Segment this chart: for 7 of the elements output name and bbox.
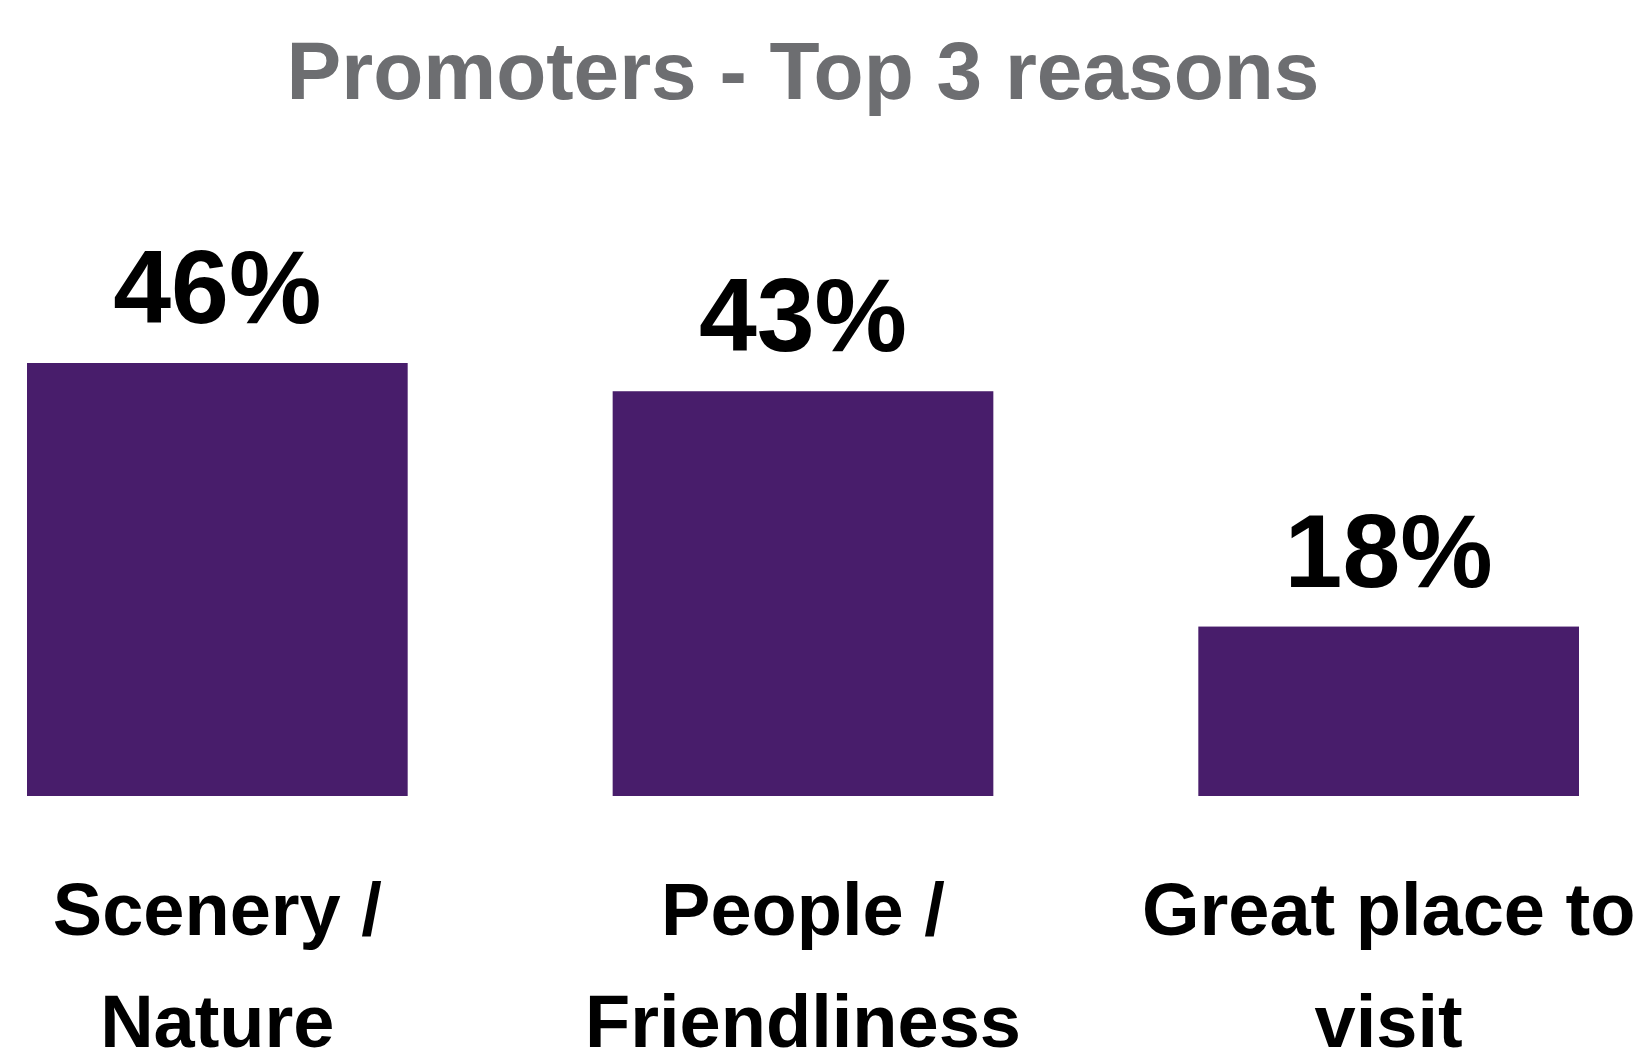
data-label: 43% [698,257,908,374]
x-tick-label: Great place to visit [1141,868,1636,1059]
x-tick-label: Scenery / Nature [52,868,382,1059]
data-label: 46% [113,229,322,345]
chart-title: Promoters - Top 3 reasons [286,25,1320,116]
data-label: 18% [1284,492,1493,609]
x-tick-label: People / Friendliness [585,868,1021,1059]
